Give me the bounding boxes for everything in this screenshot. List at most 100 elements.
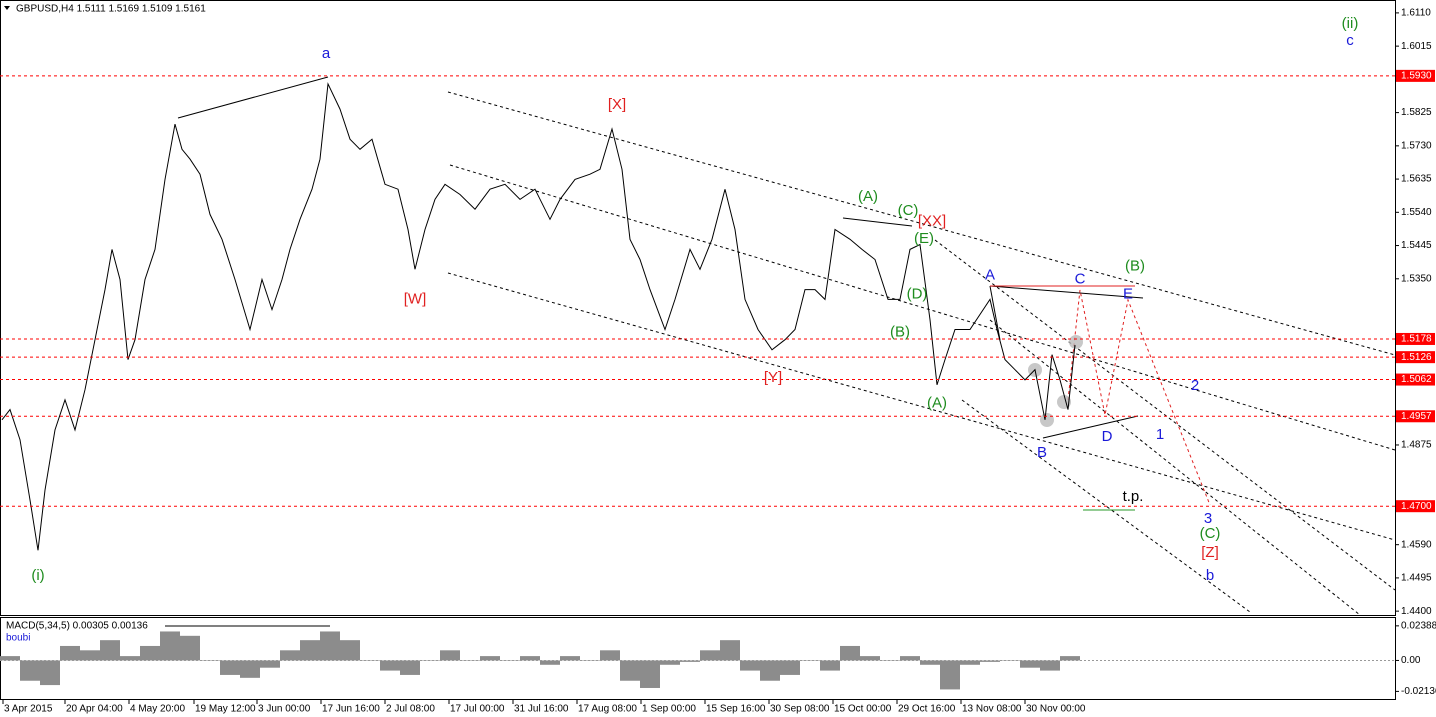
macd-bar — [500, 660, 520, 661]
macd-bar — [440, 650, 460, 661]
macd-bar — [840, 645, 860, 661]
price-line — [1, 82, 1076, 551]
macd-bar — [860, 656, 880, 661]
wave-label: (A) — [858, 188, 878, 205]
projection — [1067, 289, 1211, 506]
wave-label: [W] — [404, 290, 427, 307]
wave-label: c — [1346, 32, 1354, 49]
macd-bar — [460, 660, 480, 661]
y-tick-label: 0.00 — [1401, 655, 1421, 666]
wave-label: [Z] — [1201, 544, 1219, 561]
wave-label: 1 — [1156, 426, 1164, 443]
level-label-box — [1396, 69, 1435, 82]
wave-label: (C) — [1200, 525, 1221, 542]
macd-bar — [960, 660, 980, 665]
level-label: 1.5930 — [1401, 71, 1432, 82]
channel-line — [447, 272, 1396, 541]
y-tick-label: 1.5445 — [1401, 240, 1432, 251]
x-tick-label: 3 Jun 00:00 — [258, 704, 311, 715]
wave-label: B — [1037, 444, 1047, 461]
macd-bar — [160, 631, 180, 661]
macd-bar — [620, 660, 640, 681]
macd-bar — [680, 660, 700, 662]
level-label: 1.5126 — [1401, 352, 1432, 363]
wave-label: (i) — [31, 567, 44, 584]
macd-bar — [40, 660, 60, 686]
level-label-box — [1396, 351, 1435, 364]
macd-bar — [80, 650, 100, 661]
macd-title: MACD(5,34,5) 0.00305 0.00136 — [6, 621, 148, 632]
macd-bar — [540, 660, 560, 665]
wave-label: (B) — [1125, 258, 1145, 275]
channel-line — [449, 164, 1396, 451]
y-tick-label: 1.6110 — [1401, 8, 1431, 19]
macd-bar — [980, 660, 1000, 662]
macd-bar — [420, 660, 440, 661]
macd-bar — [1040, 660, 1060, 671]
macd-bar — [220, 660, 240, 675]
macd-bar — [520, 656, 540, 661]
wave-label: [Y] — [764, 369, 782, 386]
macd-bar — [700, 650, 720, 661]
level-label-box — [1396, 373, 1435, 386]
x-tick-label: 20 Apr 04:00 — [66, 704, 123, 715]
wave-label: b — [1206, 567, 1214, 584]
macd-bar — [820, 660, 840, 671]
macd-bar — [600, 650, 620, 661]
level-label-box — [1396, 332, 1435, 345]
x-tick-label: 2 Jul 08:00 — [386, 704, 435, 715]
wave-label: [X] — [608, 96, 626, 113]
main-frame — [0, 0, 1396, 616]
data-layer: 1.6110 1.6015 1.5825 1.5730 1.5635 1.5540 1.54… — [0, 8, 1436, 715]
x-tick-label: 15 Sep 16:00 — [706, 704, 766, 715]
macd-bar — [240, 660, 260, 678]
marker — [1057, 395, 1071, 409]
wave-label: E — [1123, 285, 1133, 302]
macd-bar — [1000, 660, 1020, 661]
wave-line — [1042, 415, 1139, 439]
macd-bar — [100, 640, 120, 661]
x-tick-label: 17 Jul 00:00 — [450, 704, 505, 715]
macd-bar — [660, 660, 680, 665]
macd-bar — [0, 656, 20, 661]
x-tick-label: 19 May 12:00 — [195, 704, 256, 715]
macd-bar — [900, 656, 920, 661]
y-tick-label: 1.5635 — [1401, 174, 1432, 185]
wave-label: (D) — [907, 285, 928, 302]
y-tick-label: 1.5825 — [1401, 107, 1432, 118]
level-label: 1.5062 — [1401, 374, 1432, 385]
macd-bar — [880, 660, 900, 661]
wave-line — [989, 285, 1144, 299]
macd-bar — [720, 640, 740, 661]
wave-line — [842, 217, 913, 227]
channel-line — [934, 239, 1396, 591]
macd-bar — [580, 660, 600, 661]
macd-bar — [300, 640, 320, 661]
y-tick-label: 1.5730 — [1401, 140, 1432, 151]
y-tick-label: 1.4495 — [1401, 573, 1432, 584]
wave-label: (E) — [914, 230, 934, 247]
wave-label: (B) — [890, 324, 910, 341]
marker — [1040, 413, 1054, 427]
level-label: 1.5178 — [1401, 334, 1432, 345]
macd-bar — [20, 660, 40, 681]
macd-bar — [780, 660, 800, 675]
macd-bar — [760, 660, 780, 681]
x-tick-label: 17 Jun 16:00 — [322, 704, 380, 715]
macd-bar — [200, 660, 220, 661]
wave-label: a — [322, 45, 331, 62]
level-label: 1.4957 — [1401, 411, 1432, 422]
macd-bar — [560, 656, 580, 661]
dropdown-icon — [4, 6, 10, 10]
level-label: 1.4700 — [1401, 501, 1432, 512]
wave-label: (A) — [927, 395, 947, 412]
x-tick-label: 30 Sep 08:00 — [770, 704, 830, 715]
y-tick-label: 1.5540 — [1401, 207, 1432, 218]
macd-subtitle: boubi — [6, 633, 30, 644]
y-tick-label: 1.4590 — [1401, 539, 1432, 550]
macd-bar — [640, 660, 660, 688]
wave-label: A — [985, 267, 995, 284]
macd-bar — [400, 660, 420, 675]
wave-label: t.p. — [1123, 488, 1144, 505]
